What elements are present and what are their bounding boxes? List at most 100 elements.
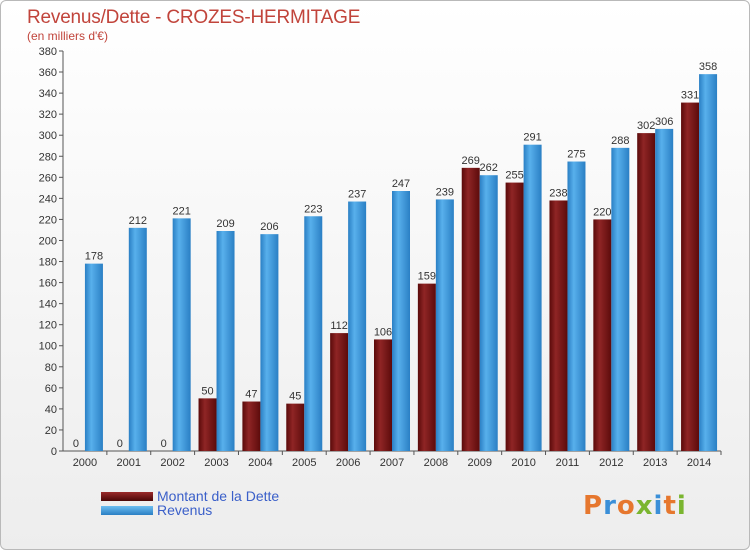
y-tick-label: 380	[39, 46, 57, 58]
x-tick-label: 2007	[380, 457, 404, 469]
y-tick-label: 200	[39, 235, 57, 247]
value-label-dette: 255	[505, 170, 523, 182]
y-tick-label: 80	[45, 362, 57, 374]
proxiti-logo: Proxiti	[583, 491, 687, 521]
x-tick-label: 2013	[643, 457, 667, 469]
x-tick-label: 2001	[117, 457, 141, 469]
value-label-dette: 50	[201, 385, 213, 397]
bar-revenus	[84, 263, 103, 451]
x-tick-label: 2003	[204, 457, 228, 469]
value-label-revenus: 209	[216, 218, 234, 230]
bar-revenus	[216, 231, 235, 451]
legend-swatch-revenus	[101, 506, 153, 515]
bar-chart: 0 20 40 60 80 100 120 140 160 180 200 220 240 260 280 3…	[39, 46, 722, 469]
value-label-dette: 45	[289, 391, 301, 403]
y-tick-label: 100	[39, 341, 57, 353]
y-tick-label: 340	[39, 88, 57, 100]
value-labels: 0 178 0 212 0 221 50 209 47 206 45 223 112 237 106 247 1…	[73, 61, 717, 450]
logo-letter: r	[603, 491, 617, 521]
x-tick-label: 2014	[687, 457, 711, 469]
value-label-revenus: 223	[304, 203, 322, 215]
bar-dette	[417, 283, 436, 451]
value-label-revenus: 221	[172, 205, 190, 217]
logo-letter: o	[616, 491, 636, 521]
bar-dette	[681, 102, 700, 451]
bar-revenus	[348, 201, 367, 451]
bar-revenus	[304, 216, 323, 451]
value-label-dette: 331	[681, 90, 699, 102]
value-label-dette: 0	[161, 438, 167, 450]
value-label-revenus: 239	[436, 186, 454, 198]
value-label-dette: 238	[549, 187, 567, 199]
y-tick-label: 280	[39, 151, 57, 163]
value-label-revenus: 178	[85, 251, 103, 263]
bar-revenus	[128, 227, 147, 451]
value-label-dette: 220	[593, 206, 611, 218]
x-tick-label: 2006	[336, 457, 360, 469]
y-tick-label: 60	[45, 383, 57, 395]
y-tick-label: 300	[39, 130, 57, 142]
value-label-dette: 269	[462, 155, 480, 167]
legend-label-revenus: Revenus	[157, 502, 213, 518]
y-tick-label: 120	[39, 320, 57, 332]
x-tick-label: 2010	[511, 457, 535, 469]
y-tick-label: 20	[45, 425, 57, 437]
bar-dette	[286, 403, 305, 451]
bar-revenus	[523, 144, 542, 451]
value-label-dette: 302	[637, 120, 655, 132]
logo-letter: t	[663, 491, 677, 521]
value-label-dette: 47	[245, 389, 257, 401]
bar-revenus	[260, 234, 279, 451]
logo-letter: i	[676, 491, 687, 521]
bar-revenus	[479, 175, 498, 452]
bar-dette	[461, 167, 480, 451]
bar-dette	[549, 200, 568, 451]
value-label-revenus: 291	[523, 132, 541, 144]
value-label-dette: 0	[117, 438, 123, 450]
y-tick-label: 40	[45, 404, 57, 416]
value-label-revenus: 212	[129, 215, 147, 227]
bar-revenus	[699, 74, 718, 451]
bar-dette	[330, 333, 349, 451]
x-tick-label: 2002	[160, 457, 184, 469]
bar-dette	[505, 182, 524, 451]
legend-swatch-dette	[101, 492, 153, 501]
value-label-revenus: 247	[392, 178, 410, 190]
logo-letter: P	[583, 491, 604, 521]
value-label-revenus: 206	[260, 221, 278, 233]
bar-dette	[198, 398, 217, 451]
y-tick-label: 260	[39, 172, 57, 184]
x-tick-label: 2012	[599, 457, 623, 469]
x-tick-label: 2008	[424, 457, 448, 469]
x-tick-label: 2005	[292, 457, 316, 469]
bars	[84, 74, 718, 452]
y-tick-label: 320	[39, 109, 57, 121]
bar-revenus	[435, 199, 454, 451]
bar-revenus	[392, 191, 410, 451]
value-label-revenus: 288	[611, 135, 629, 147]
logo-letter: x	[635, 491, 654, 521]
value-label-revenus: 306	[655, 116, 673, 128]
y-tick-label: 140	[39, 299, 57, 311]
value-label-revenus: 358	[699, 61, 717, 73]
x-tick-label: 2009	[467, 457, 491, 469]
x-tick-label: 2011	[556, 457, 580, 469]
value-label-dette: 0	[73, 438, 79, 450]
chart-subtitle: (en milliers d'€)	[27, 29, 108, 43]
y-tick-label: 160	[39, 278, 57, 290]
bar-revenus	[567, 161, 586, 452]
bar-revenus	[611, 147, 630, 451]
value-label-dette: 112	[330, 320, 348, 332]
x-tick-label: 2000	[73, 457, 97, 469]
bar-dette	[593, 219, 612, 451]
bar-revenus	[655, 128, 674, 451]
value-label-revenus: 237	[348, 189, 366, 201]
y-tick-label: 360	[39, 67, 57, 79]
x-tick-label: 2004	[248, 457, 272, 469]
logo-letter: i	[653, 491, 664, 521]
chart-title: Revenus/Dette - CROZES-HERMITAGE	[27, 7, 361, 28]
y-tick-label: 0	[51, 446, 57, 458]
bar-dette	[637, 133, 656, 451]
value-label-dette: 106	[374, 326, 392, 338]
